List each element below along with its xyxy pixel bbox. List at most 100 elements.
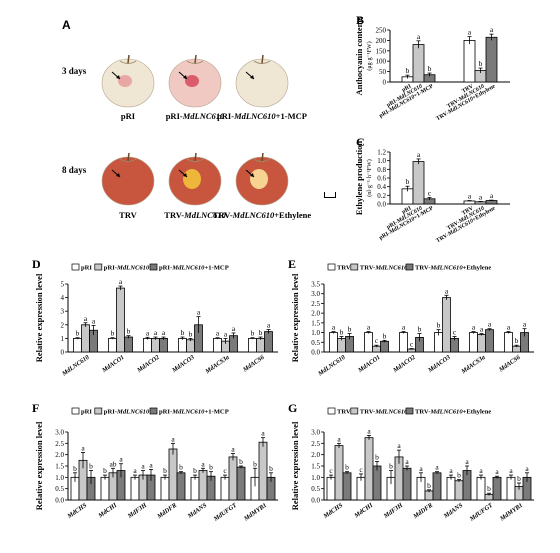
x-tick-label: MdACS3a	[203, 353, 231, 375]
bar	[248, 338, 257, 353]
y-tick-label: 100	[376, 58, 387, 66]
bar	[485, 36, 498, 83]
significance-letter: a	[490, 191, 494, 200]
bar	[326, 476, 336, 501]
x-tick-label: MdACS3a	[459, 353, 487, 375]
legend-label: pRI-MdLNC610+1-MCP	[159, 409, 229, 416]
x-tick-label: MdACO1	[100, 354, 125, 375]
significance-letter: a	[146, 328, 150, 337]
y-axis-label: Anthocyanin contents	[354, 16, 364, 96]
apple-photo	[235, 152, 289, 206]
bar	[190, 476, 200, 501]
significance-letter: b	[437, 321, 441, 330]
bar	[124, 336, 133, 353]
bar	[446, 476, 456, 501]
significance-letter: a	[332, 323, 336, 332]
legend-swatch	[94, 263, 103, 271]
significance-letter: b	[179, 463, 183, 472]
significance-letter: b	[348, 325, 352, 334]
apple-photo	[235, 54, 289, 108]
legend-swatch	[71, 407, 80, 415]
significance-letter: b	[181, 328, 185, 337]
bar	[73, 338, 82, 353]
y-tick-label: 0	[383, 79, 387, 87]
x-tick-label: MdANS	[186, 502, 209, 521]
bar	[186, 339, 195, 353]
y-tick-label: 2	[61, 321, 65, 329]
y-tick-label: 200	[376, 37, 387, 45]
x-tick-label: MdF3H	[126, 501, 149, 520]
legend-swatch	[405, 263, 414, 271]
apple-label-suffix: +Ethylene	[274, 210, 312, 220]
y-tick-label: 0.0	[311, 497, 320, 505]
significance-letter: a	[417, 32, 421, 41]
significance-letter: b	[239, 457, 243, 466]
significance-letter: a	[337, 434, 341, 443]
bar	[477, 334, 486, 353]
apple-label: pRI	[68, 111, 188, 121]
significance-letter: a	[162, 328, 166, 337]
significance-letter: c	[375, 336, 379, 345]
y-tick-label: 2.0	[311, 451, 320, 459]
x-tick-label: MdCHS	[66, 502, 89, 521]
legend-label: pRI	[81, 409, 92, 416]
y-tick-label: 50	[379, 68, 387, 76]
significance-letter: a	[417, 150, 421, 159]
bar	[463, 39, 476, 83]
significance-letter: b	[111, 329, 115, 338]
y-tick-label: 1.5	[55, 463, 64, 471]
bar	[485, 200, 498, 205]
significance-letter: a	[465, 457, 469, 466]
legend-label: TRV-MdLNC610	[360, 265, 408, 272]
significance-letter: b	[375, 452, 379, 461]
x-tick-label: TRV	[461, 83, 475, 95]
significance-letter: a	[509, 466, 513, 475]
significance-letter: a	[445, 286, 449, 295]
significance-letter: b	[487, 484, 491, 493]
panel-letter: E	[288, 258, 296, 271]
apple-photo	[101, 152, 155, 206]
significance-letter: a	[472, 323, 476, 332]
y-axis-label: Relative expression level	[34, 421, 44, 510]
significance-letter: a	[154, 328, 158, 337]
bar	[151, 338, 160, 353]
y-tick-label: 0.4	[377, 183, 386, 191]
significance-letter: b	[251, 329, 255, 338]
bar	[159, 338, 168, 353]
significance-letter: a	[231, 445, 235, 454]
y-tick-label: 5	[61, 281, 65, 289]
bar	[356, 476, 366, 501]
x-tick-label: MdLNC610	[60, 353, 91, 378]
apple-label-gene: MdLNC610	[232, 210, 275, 220]
y-tick-label: 4	[61, 294, 65, 302]
y-tick-label: 0.5	[311, 339, 320, 347]
significance-letter: b	[418, 325, 422, 334]
bar	[329, 332, 338, 353]
y-tick-label: 1.0	[55, 474, 64, 482]
panel-letter: F	[32, 402, 39, 415]
significance-letter: b	[89, 462, 93, 471]
apple-label-prefix: pRI	[120, 111, 136, 121]
legend-label: TRV	[337, 409, 351, 416]
bar	[450, 338, 459, 353]
y-tick-label: 0.0	[377, 201, 386, 209]
y-axis-unit: (μg·g⁻¹FW)	[366, 41, 373, 70]
significance-letter: a	[480, 325, 484, 334]
bar	[116, 287, 125, 353]
x-tick-label: MdACS6	[497, 353, 522, 374]
y-tick-label: 0.6	[377, 175, 386, 183]
x-tick-label: MdCHI	[96, 502, 118, 520]
x-tick-label: MdCHS	[322, 502, 345, 521]
x-tick-label: pRI	[401, 83, 413, 93]
legend-swatch	[405, 407, 414, 415]
y-tick-label: 1.0	[377, 157, 386, 165]
y-tick-label: 1.5	[311, 463, 320, 471]
significance-letter: a	[201, 459, 205, 468]
apple-label: pRI-MdLNC610	[135, 111, 255, 121]
significance-letter: a	[92, 316, 96, 325]
x-tick-label: MdACO3	[426, 353, 452, 374]
significance-letter: c	[410, 340, 414, 349]
x-tick-label: MdUFGT	[212, 501, 239, 523]
x-tick-label: MdACO1	[356, 354, 381, 375]
legend-swatch	[149, 407, 158, 415]
